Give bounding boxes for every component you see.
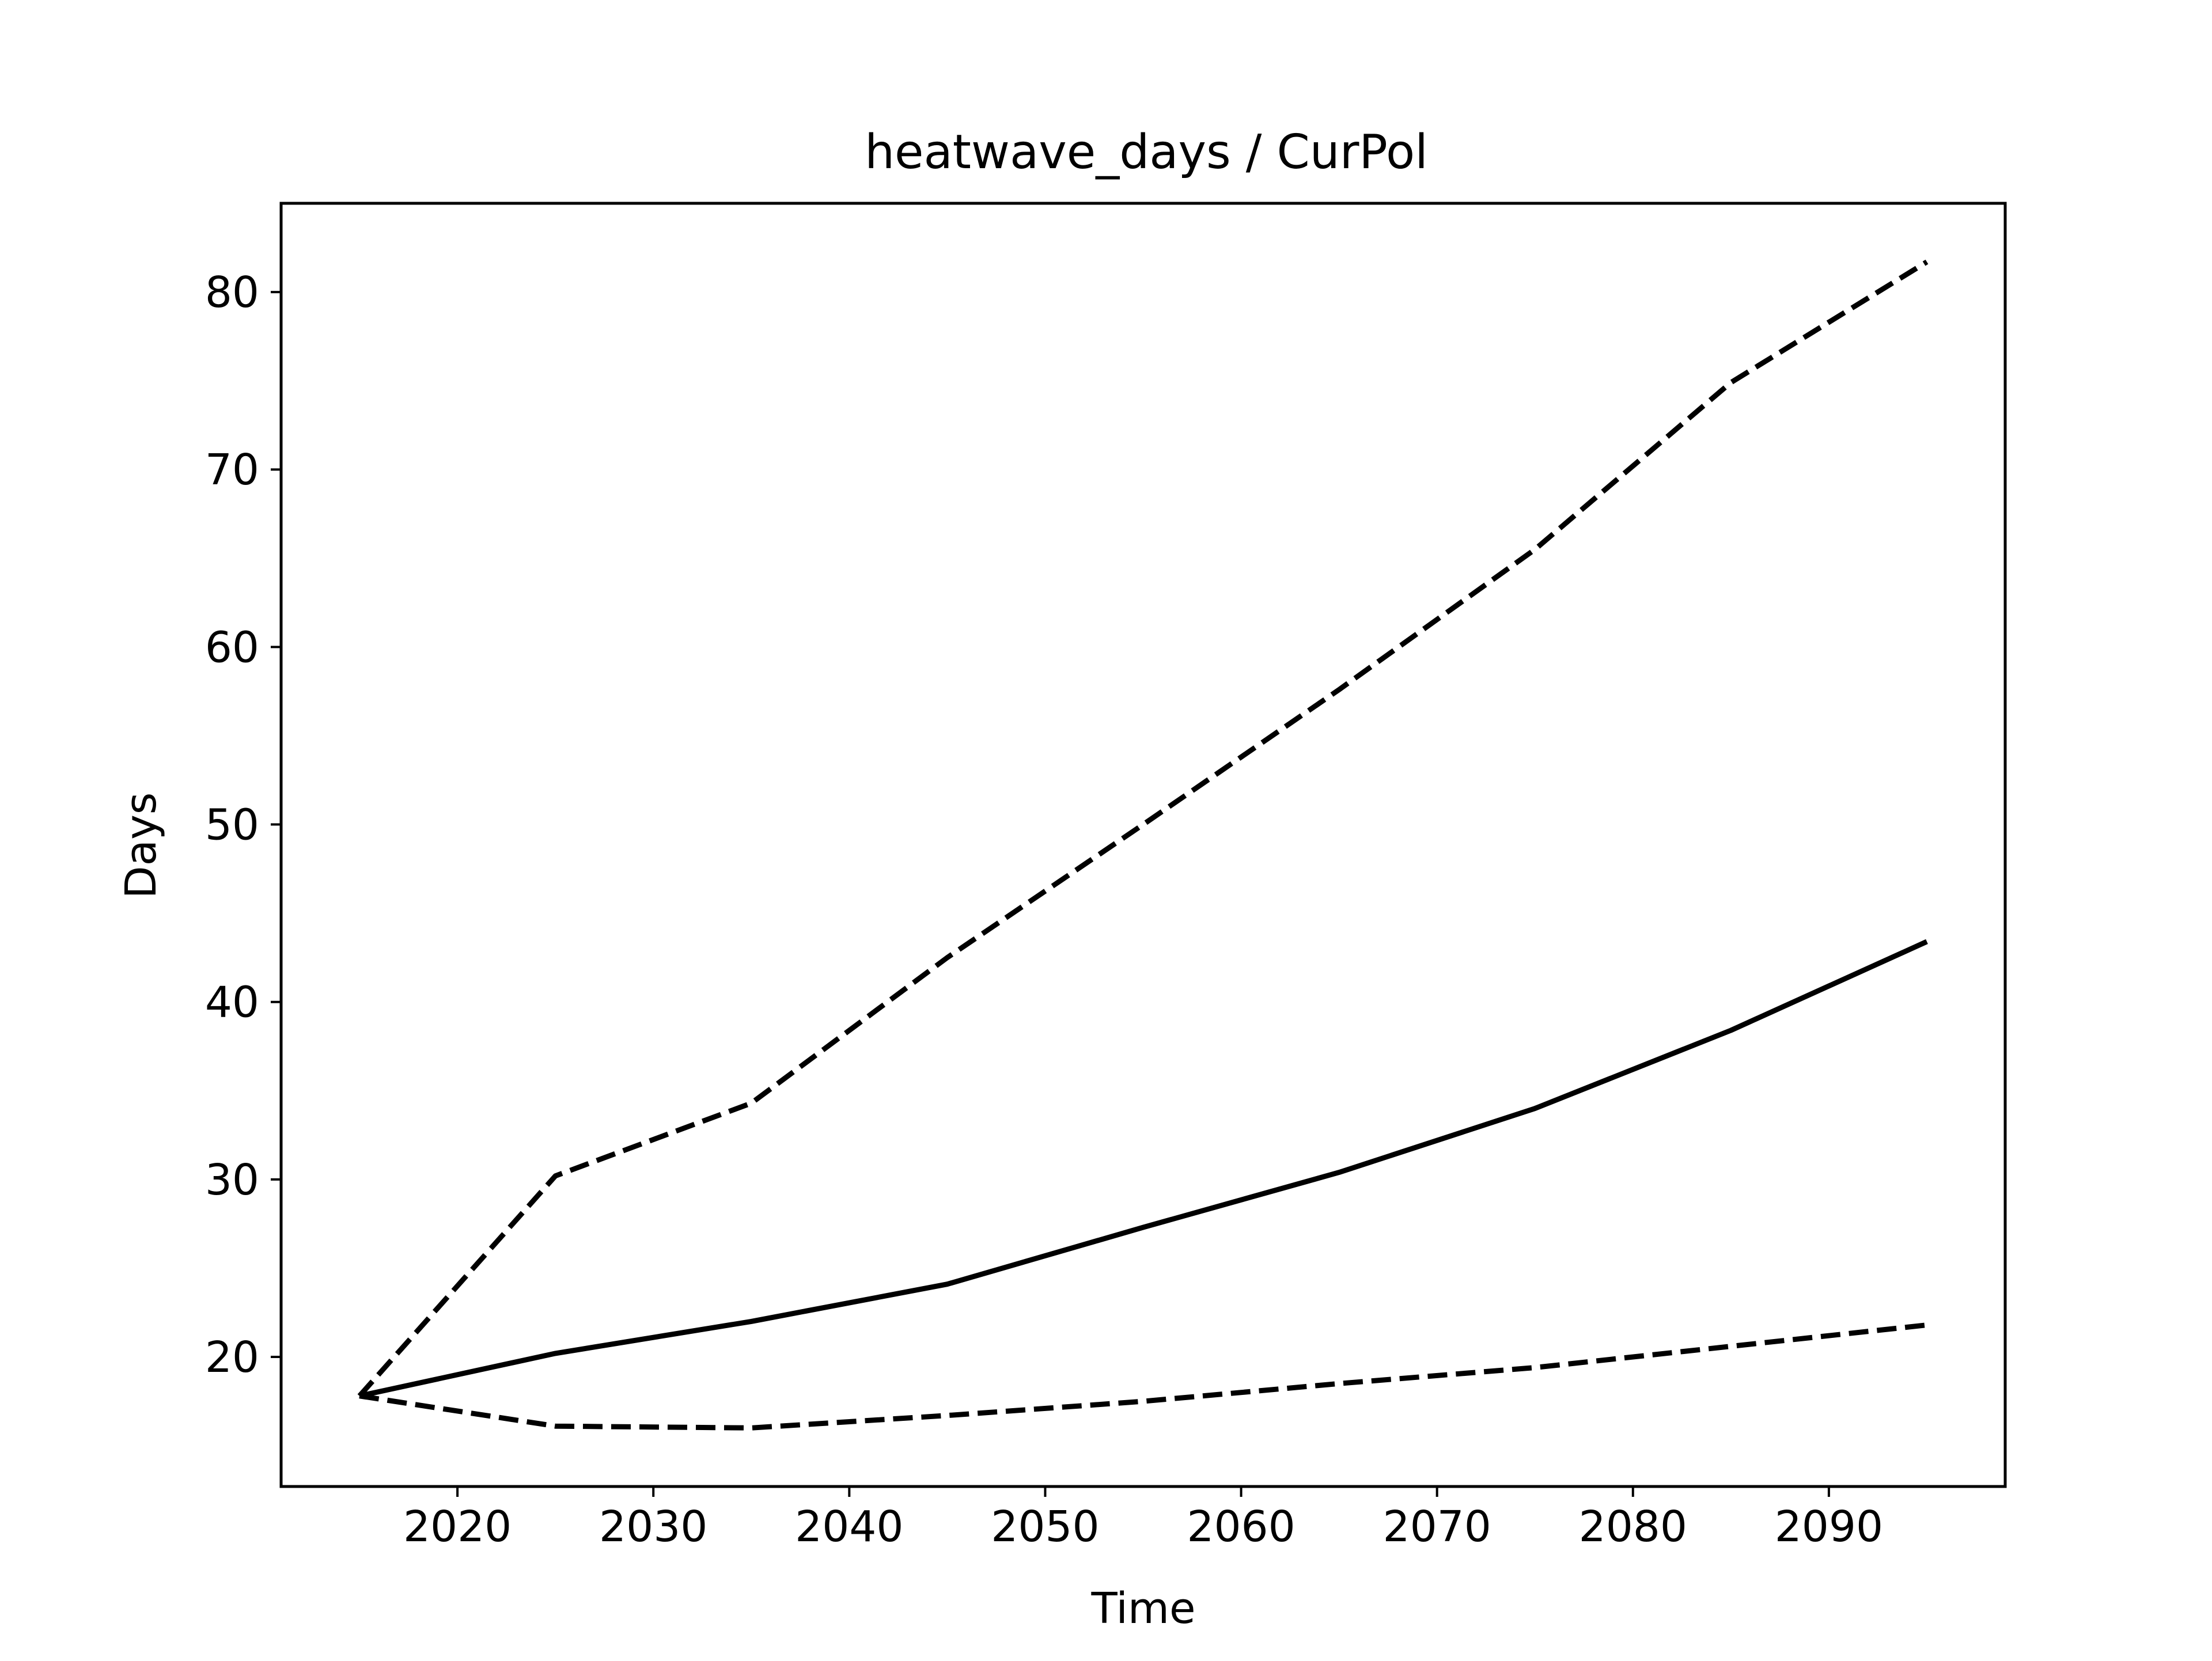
- y-tick-label: 80: [205, 268, 259, 317]
- series-line-2: [359, 939, 1928, 1399]
- x-tick-label: 2040: [795, 1502, 903, 1552]
- y-tick-label: 70: [205, 445, 259, 495]
- x-tick-label: 2090: [1775, 1502, 1883, 1552]
- series-line-3: [359, 1322, 1927, 1431]
- x-tick-label: 2050: [991, 1502, 1099, 1552]
- y-tick-label: 40: [205, 978, 259, 1027]
- y-tick-label: 20: [205, 1333, 259, 1382]
- y-axis-label: Days: [116, 792, 166, 899]
- x-tick-label: 2030: [599, 1502, 707, 1552]
- x-tick-label: 2060: [1187, 1502, 1295, 1552]
- y-tick-label: 50: [205, 801, 259, 850]
- axes-frame: [279, 202, 2007, 1488]
- y-axis: 20 30 40 50 60 70 80: [205, 268, 281, 1382]
- y-tick-label: 60: [205, 623, 259, 672]
- x-tick-label: 2020: [403, 1502, 512, 1552]
- chart-title: heatwave_days / CurPol: [865, 125, 1428, 180]
- plot-area: [357, 259, 1929, 1431]
- y-tick-label: 30: [205, 1155, 259, 1205]
- x-tick-label: 2080: [1579, 1502, 1687, 1552]
- x-axis: 2020 2030 2040 2050 2060 2070 2080 2090: [403, 1486, 1883, 1552]
- x-tick-label: 2070: [1383, 1502, 1491, 1552]
- x-axis-label: Time: [1090, 1584, 1195, 1633]
